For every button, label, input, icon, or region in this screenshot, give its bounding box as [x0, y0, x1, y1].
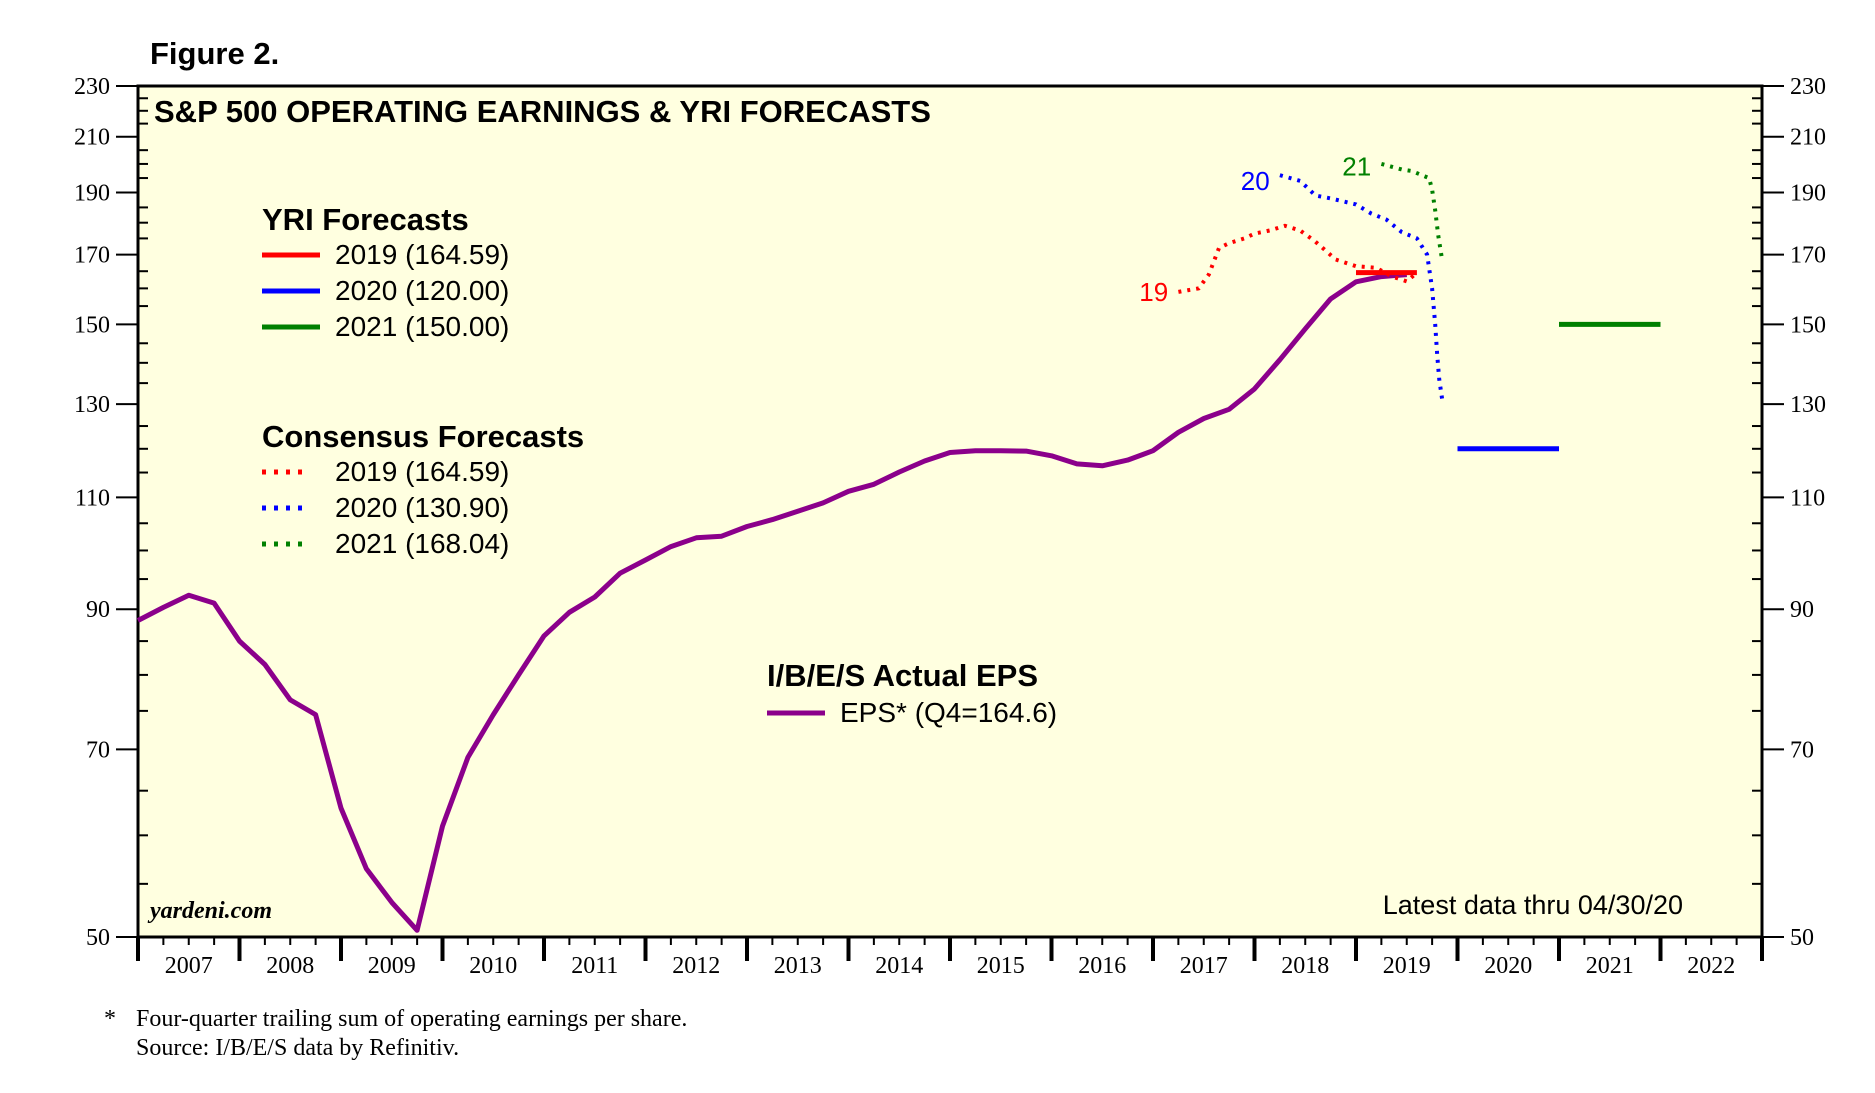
figure-label: Figure 2.	[150, 36, 280, 71]
footnote: * Four-quarter trailing sum of operating …	[104, 1005, 687, 1063]
series-label-19: 19	[1139, 277, 1168, 307]
legend-yri-2020: 2020 (120.00)	[335, 275, 509, 306]
legend-consensus: 2019 (164.59) 2020 (130.90) 2021 (168.04…	[262, 456, 509, 559]
legend-yri-2019: 2019 (164.59)	[335, 239, 509, 270]
y-tick-label-left: 230	[74, 74, 110, 100]
legend-yri-2021: 2021 (150.00)	[335, 311, 509, 342]
y-tick-label-right: 90	[1790, 597, 1814, 623]
y-tick-label-right: 150	[1790, 312, 1826, 338]
legend-consensus-2020: 2020 (130.90)	[335, 492, 509, 523]
legend-actual-heading: I/B/E/S Actual EPS	[767, 658, 1038, 693]
x-tick-label: 2015	[977, 953, 1025, 979]
legend-consensus-heading: Consensus Forecasts	[262, 419, 584, 454]
x-tick-label: 2017	[1180, 953, 1228, 979]
y-tick-label-left: 210	[74, 125, 110, 151]
eps-chart: 50 70 90 110 130 150 170 190 210 230 50 70 90 110 130…	[74, 74, 1826, 979]
series-consensus-2020	[1279, 173, 1445, 401]
y-tick-label-right: 110	[1790, 485, 1825, 511]
y-tick-label-right: 210	[1790, 125, 1826, 151]
source-watermark: yardeni.com	[147, 898, 272, 924]
y-tick-label-left: 130	[74, 392, 110, 418]
x-tick-label: 2009	[368, 953, 416, 979]
x-tick-label: 2011	[571, 953, 618, 979]
y-tick-label-right: 50	[1790, 925, 1814, 951]
series-label-20: 20	[1241, 166, 1270, 196]
y-tick-label-right: 130	[1790, 392, 1826, 418]
x-tick-label: 2013	[774, 953, 822, 979]
x-tick-label: 2021	[1586, 953, 1634, 979]
legend-actual-eps: EPS* (Q4=164.6)	[840, 697, 1057, 728]
series-labels: 19 20 21	[1139, 152, 1371, 307]
x-tick-label: 2022	[1687, 953, 1735, 979]
plot-background	[136, 84, 1764, 939]
legend-consensus-2021: 2021 (168.04)	[335, 528, 509, 559]
y-tick-label-left: 170	[74, 243, 110, 269]
footnote-line-2: Source: I/B/E/S data by Refinitiv.	[136, 1035, 460, 1061]
x-tick-label: 2012	[672, 953, 720, 979]
x-tick-label: 2010	[469, 953, 517, 979]
legend-consensus-2019: 2019 (164.59)	[335, 456, 509, 487]
x-tick-label: 2008	[266, 953, 314, 979]
x-tick-label: 2014	[875, 953, 923, 979]
series-consensus-2021	[1380, 161, 1445, 262]
y-tick-label-left: 190	[74, 181, 110, 207]
axis-ticks	[116, 85, 1784, 961]
legend-yri-heading: YRI Forecasts	[262, 202, 469, 237]
y-tick-label-left: 150	[74, 312, 110, 338]
series-layer	[136, 161, 1661, 933]
y-tick-label-right: 70	[1790, 737, 1814, 763]
y-tick-label-right: 230	[1790, 74, 1826, 100]
series-consensus-2019	[1178, 223, 1419, 294]
series-label-21: 21	[1342, 152, 1371, 182]
legend-yri: 2019 (164.59) 2020 (120.00) 2021 (150.00…	[262, 239, 509, 342]
y-tick-label-left: 50	[86, 925, 110, 951]
x-tick-label: 2019	[1383, 953, 1431, 979]
y-tick-label-right: 170	[1790, 243, 1826, 269]
y-axis-left: 50 70 90 110 130 150 170 190 210 230	[74, 74, 110, 951]
footnote-line-1: Four-quarter trailing sum of operating e…	[136, 1006, 688, 1032]
x-tick-label: 2018	[1281, 953, 1329, 979]
footnote-star: *	[104, 1006, 116, 1032]
series-eps	[136, 272, 1407, 933]
x-tick-label: 2020	[1484, 953, 1532, 979]
latest-data-note: Latest data thru 04/30/20	[1383, 890, 1683, 920]
chart-title: S&P 500 OPERATING EARNINGS & YRI FORECAS…	[154, 94, 931, 129]
y-tick-label-right: 190	[1790, 181, 1826, 207]
y-tick-label-left: 70	[86, 737, 110, 763]
x-tick-label: 2016	[1078, 953, 1126, 979]
y-axis-right: 50 70 90 110 130 150 170 190 210 230	[1790, 74, 1826, 951]
y-tick-label-left: 90	[86, 597, 110, 623]
y-tick-label-left: 110	[75, 485, 110, 511]
x-axis: 2007 2008 2009 2010 2011 2012 2013 2014 2015 2016…	[165, 953, 1736, 979]
x-tick-label: 2007	[165, 953, 213, 979]
